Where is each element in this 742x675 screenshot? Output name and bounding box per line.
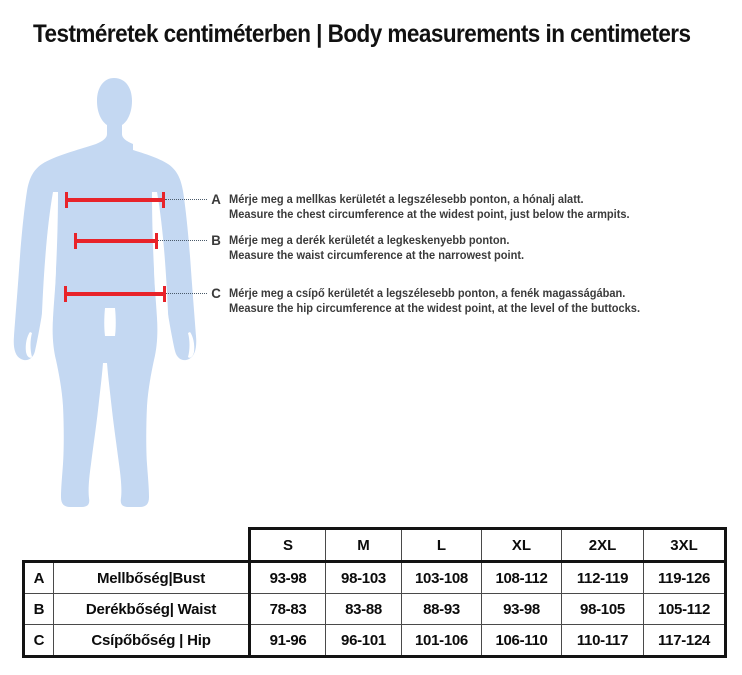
row-letter-a: A <box>22 560 54 594</box>
row-letter-c: C <box>22 624 54 658</box>
header-spacer-letter <box>24 529 54 562</box>
cell-b-2xl: 98-105 <box>561 593 644 625</box>
cell-a-2xl: 112-119 <box>561 560 644 594</box>
measure-tick-a-right <box>162 192 165 208</box>
cell-a-xl: 108-112 <box>481 560 562 594</box>
row-label-a: Mellbőség|Bust <box>53 560 251 594</box>
cell-a-m: 98-103 <box>325 560 402 594</box>
table-row: B Derékbőség| Waist 78-83 83-88 88-93 93-98 98… <box>22 593 727 625</box>
leader-line-a <box>165 199 207 200</box>
callout-letter-b: B <box>211 232 221 248</box>
callout-text-a: Mérje meg a mellkas kerületét a legszéle… <box>229 192 630 222</box>
table-row: A Mellbőség|Bust 93-98 98-103 103-108 108-112… <box>22 560 727 594</box>
cell-c-s: 91-96 <box>248 624 326 658</box>
callout-c-en: Measure the hip circumference at the wid… <box>229 301 641 315</box>
callout-letter-c: C <box>211 285 221 301</box>
cell-a-l: 103-108 <box>401 560 482 594</box>
measure-tick-b-left <box>74 233 77 249</box>
callout-a-hu: Mérje meg a mellkas kerületét a legszéle… <box>229 192 584 206</box>
page-title: Testméretek centiméterben | Body measure… <box>33 20 691 48</box>
cell-c-xl: 106-110 <box>481 624 562 658</box>
measure-tick-b-right <box>155 233 158 249</box>
size-header-m[interactable]: M <box>325 527 402 562</box>
callout-text-c: Mérje meg a csípő kerületét a legszélese… <box>229 286 640 316</box>
row-letter-b: B <box>22 593 54 625</box>
cell-c-m: 96-101 <box>325 624 402 658</box>
callout-letter-a: A <box>211 191 221 207</box>
callout-c: C Mérje meg a csípő kerületét a legszéle… <box>205 286 676 316</box>
measure-line-c <box>64 292 166 296</box>
size-chart-table-wrapper: S M L XL 2XL 3XL A Mellbőség|Bust 93-98 98-103 103… <box>22 527 727 658</box>
table-row: C Csípőbőség | Hip 91-96 96-101 101-106 106-1… <box>22 624 727 658</box>
cell-b-s: 78-83 <box>248 593 326 625</box>
body-silhouette-shape <box>13 78 197 507</box>
arm-torso-gaps <box>41 192 169 344</box>
cell-c-l: 101-106 <box>401 624 482 658</box>
measure-line-b <box>74 239 158 243</box>
cell-b-l: 88-93 <box>401 593 482 625</box>
row-label-c: Csípőbőség | Hip <box>53 624 251 658</box>
cell-a-s: 93-98 <box>248 560 326 594</box>
size-header-s[interactable]: S <box>248 527 326 562</box>
body-silhouette-svg <box>13 78 197 507</box>
measure-tick-c-left <box>64 286 67 302</box>
size-header-3xl[interactable]: 3XL <box>643 527 727 562</box>
callout-b: B Mérje meg a derék kerületét a legkeske… <box>205 233 550 263</box>
measure-tick-a-left <box>65 192 68 208</box>
leader-line-b <box>158 240 207 241</box>
leader-line-c <box>166 293 207 294</box>
header-spacer-name <box>54 529 250 562</box>
measure-line-a <box>65 198 165 202</box>
callout-a-en: Measure the chest circumference at the w… <box>229 207 630 221</box>
body-diagram <box>0 60 250 540</box>
cell-c-3xl: 117-124 <box>643 624 727 658</box>
size-chart-table: S M L XL 2XL 3XL A Mellbőség|Bust 93-98 98-103 103… <box>22 527 727 658</box>
callout-c-hu: Mérje meg a csípő kerületét a legszélese… <box>229 286 626 300</box>
table-header-row: S M L XL 2XL 3XL <box>24 527 727 562</box>
callout-text-b: Mérje meg a derék kerületét a legkeskeny… <box>229 233 524 263</box>
callout-b-en: Measure the waist circumference at the n… <box>229 248 525 262</box>
cell-b-m: 83-88 <box>325 593 402 625</box>
measure-tick-c-right <box>163 286 166 302</box>
cell-c-2xl: 110-117 <box>561 624 644 658</box>
cell-b-3xl: 105-112 <box>643 593 727 625</box>
callout-a: A Mérje meg a mellkas kerületét a legszé… <box>205 192 664 222</box>
size-header-2xl[interactable]: 2XL <box>561 527 644 562</box>
row-label-b: Derékbőség| Waist <box>53 593 251 625</box>
callout-b-hu: Mérje meg a derék kerületét a legkeskeny… <box>229 233 510 247</box>
size-header-xl[interactable]: XL <box>481 527 562 562</box>
cell-b-xl: 93-98 <box>481 593 562 625</box>
cell-a-3xl: 119-126 <box>643 560 727 594</box>
size-header-l[interactable]: L <box>401 527 482 562</box>
